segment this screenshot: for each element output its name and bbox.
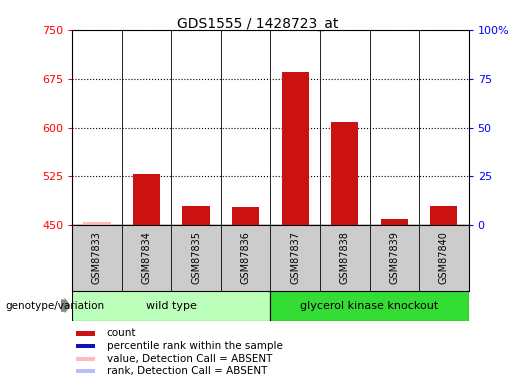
Text: GDS1555 / 1428723_at: GDS1555 / 1428723_at	[177, 17, 338, 31]
Bar	[282, 72, 309, 225]
Text: rank, Detection Call = ABSENT: rank, Detection Call = ABSENT	[107, 366, 267, 375]
Text: count: count	[107, 328, 136, 339]
Bar	[83, 222, 111, 225]
Text: percentile rank within the sample: percentile rank within the sample	[107, 341, 283, 351]
Bar	[381, 219, 408, 225]
FancyArrow shape	[61, 298, 71, 314]
Text: value, Detection Call = ABSENT: value, Detection Call = ABSENT	[107, 354, 272, 364]
Text: GSM87833: GSM87833	[92, 231, 102, 284]
Text: GSM87834: GSM87834	[142, 231, 151, 284]
Bar	[182, 206, 210, 225]
Bar	[72, 291, 270, 321]
Bar	[430, 206, 457, 225]
Bar	[76, 357, 95, 361]
Bar	[76, 369, 95, 374]
Text: wild type: wild type	[146, 301, 197, 310]
Bar	[232, 207, 259, 225]
Bar	[270, 291, 469, 321]
Text: GSM87838: GSM87838	[340, 231, 350, 284]
Bar	[76, 344, 95, 348]
Text: GSM87839: GSM87839	[389, 231, 399, 284]
Bar	[331, 122, 358, 225]
Text: glycerol kinase knockout: glycerol kinase knockout	[300, 301, 439, 310]
Text: genotype/variation: genotype/variation	[5, 301, 104, 310]
Text: GSM87835: GSM87835	[191, 231, 201, 284]
Text: GSM87840: GSM87840	[439, 231, 449, 284]
Bar	[76, 332, 95, 336]
Text: GSM87836: GSM87836	[241, 231, 251, 284]
Bar	[133, 174, 160, 225]
Text: GSM87837: GSM87837	[290, 231, 300, 284]
